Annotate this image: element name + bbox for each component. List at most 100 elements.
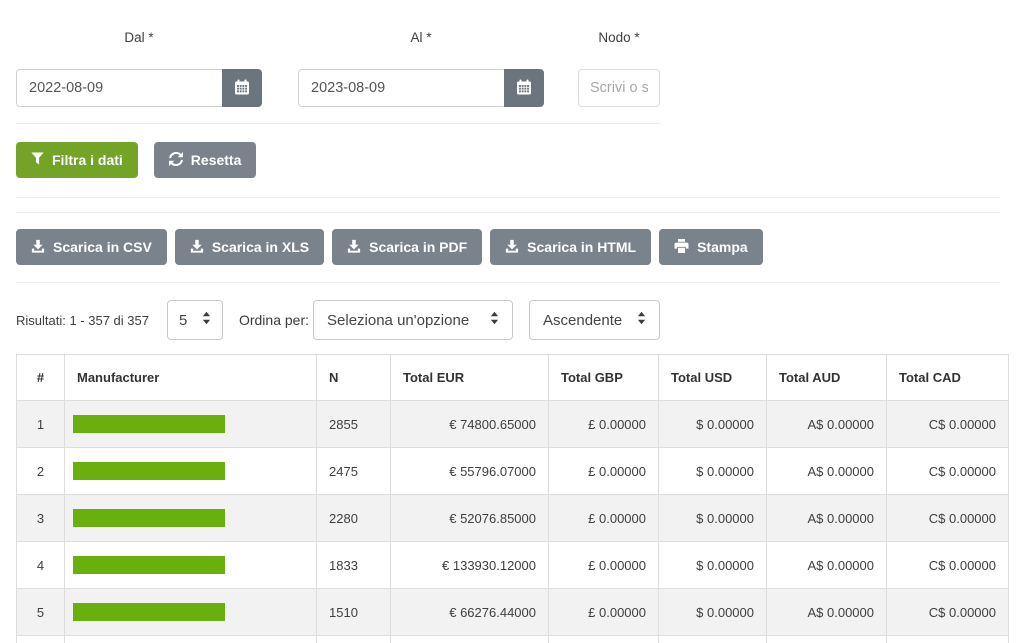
table-row: 3 2280 € 52076.85000 £ 0.00000 $ 0.00000… [16, 494, 1009, 542]
node-label: Nodo * [598, 30, 640, 45]
cell-index: 4 [16, 541, 65, 589]
print-icon [674, 238, 689, 256]
results-bar: Risultati: 1 - 357 di 357 5 Ordina per: … [16, 300, 1000, 340]
reset-button-label: Resetta [190, 152, 242, 168]
cell-total-aud: A$ 0.00000 [766, 400, 887, 448]
cell-total-eur: € 66276.44000 [390, 588, 549, 636]
cell-total-gbp: £ 0.00000 [548, 588, 659, 636]
cell-n: 2475 [316, 447, 391, 495]
page-size-select[interactable]: 5 [166, 300, 223, 340]
download-icon [347, 239, 361, 256]
cell-total-cad: C$ 0.00000 [886, 541, 1009, 589]
cell-total-cad: C$ 0.00000 [886, 494, 1009, 542]
print-button-label: Stampa [697, 239, 748, 255]
order-by-label: Ordina per: [238, 312, 310, 328]
cell-total-usd: $ 0.00000 [658, 494, 767, 542]
cell-n: 1833 [316, 541, 391, 589]
section-divider [16, 282, 1000, 283]
date-to-field: Al * [298, 30, 544, 107]
node-input[interactable] [578, 69, 660, 107]
cell-manufacturer [64, 635, 317, 643]
cell-total-usd: $ 0.00000 [658, 400, 767, 448]
download-csv-button[interactable]: Scarica in CSV [16, 229, 167, 265]
cell-total-gbp: £ 0.00000 [548, 400, 659, 448]
results-summary: Risultati: 1 - 357 di 357 [16, 312, 149, 328]
cell-total-cad [886, 635, 1009, 643]
date-from-field: Dal * [16, 30, 262, 107]
cell-index [16, 635, 65, 643]
export-toolbar: Scarica in CSV Scarica in XLS Scarica in… [16, 229, 1000, 265]
cell-manufacturer [64, 447, 317, 495]
date-from-calendar-button[interactable] [222, 69, 262, 107]
date-from-input[interactable] [16, 69, 222, 107]
date-to-calendar-button[interactable] [504, 69, 544, 107]
col-header-total-cad: Total CAD [886, 354, 1009, 401]
table-row-partial [16, 635, 1009, 643]
date-to-input[interactable] [298, 69, 504, 107]
print-button[interactable]: Stampa [659, 229, 763, 265]
order-direction-select[interactable]: Ascendente [529, 300, 661, 340]
cell-total-gbp [548, 635, 659, 643]
manufacturer-redaction-bar [73, 556, 225, 574]
download-icon [31, 239, 45, 256]
download-xls-button[interactable]: Scarica in XLS [174, 229, 325, 265]
download-html-label: Scarica in HTML [527, 239, 637, 255]
cell-total-usd: $ 0.00000 [658, 541, 767, 589]
calendar-icon [234, 79, 250, 98]
download-html-button[interactable]: Scarica in HTML [490, 229, 652, 265]
reset-button[interactable]: Resetta [153, 142, 257, 178]
download-pdf-button[interactable]: Scarica in PDF [332, 229, 483, 265]
filter-data-button[interactable]: Filtra i dati [16, 142, 138, 178]
date-from-input-group [16, 69, 262, 107]
manufacturer-redaction-bar [73, 509, 225, 527]
order-field-value: Seleziona un'opzione [327, 311, 470, 329]
col-header-index: # [16, 354, 65, 401]
download-pdf-label: Scarica in PDF [369, 239, 468, 255]
manufacturer-redaction-bar [73, 462, 225, 480]
cell-n: 2855 [316, 400, 391, 448]
download-icon [505, 239, 519, 256]
cell-total-eur: € 74800.65000 [390, 400, 549, 448]
filter-form: Dal * [16, 0, 660, 124]
cell-total-cad: C$ 0.00000 [886, 588, 1009, 636]
cell-total-eur [390, 635, 549, 643]
manufacturer-redaction-bar [73, 415, 225, 433]
page-size-value: 5 [178, 311, 188, 329]
cell-total-eur: € 52076.85000 [390, 494, 549, 542]
sort-arrows-icon [637, 311, 646, 329]
calendar-icon [516, 79, 532, 98]
cell-total-usd [658, 635, 767, 643]
col-header-manufacturer: Manufacturer [64, 354, 317, 401]
cell-total-usd: $ 0.00000 [658, 447, 767, 495]
order-field-select[interactable]: Seleziona un'opzione [313, 300, 514, 340]
sort-arrows-icon [490, 311, 499, 329]
cell-index: 3 [16, 494, 65, 542]
sort-arrows-icon [202, 311, 211, 329]
cell-index: 1 [16, 400, 65, 448]
cell-total-aud: A$ 0.00000 [766, 494, 887, 542]
cell-total-aud [766, 635, 887, 643]
col-header-total-gbp: Total GBP [548, 354, 659, 401]
section-divider [16, 197, 1000, 213]
date-to-label: Al * [410, 30, 432, 45]
date-to-input-group [298, 69, 544, 107]
cell-index: 5 [16, 588, 65, 636]
refresh-icon [168, 151, 183, 169]
cell-n: 2280 [316, 494, 391, 542]
cell-total-gbp: £ 0.00000 [548, 541, 659, 589]
col-header-total-eur: Total EUR [390, 354, 549, 401]
col-header-total-aud: Total AUD [766, 354, 887, 401]
cell-manufacturer [64, 588, 317, 636]
cell-manufacturer [64, 400, 317, 448]
table-row: 4 1833 € 133930.12000 £ 0.00000 $ 0.0000… [16, 541, 1009, 589]
cell-total-aud: A$ 0.00000 [766, 541, 887, 589]
results-table: # Manufacturer N Total EUR Total GBP Tot… [16, 354, 1009, 643]
cell-total-cad: C$ 0.00000 [886, 447, 1009, 495]
cell-total-eur: € 55796.07000 [390, 447, 549, 495]
order-direction-value: Ascendente [543, 311, 623, 329]
filter-actions: Filtra i dati Resetta [16, 142, 1000, 178]
filter-data-button-label: Filtra i dati [52, 152, 123, 168]
col-header-total-usd: Total USD [658, 354, 767, 401]
download-csv-label: Scarica in CSV [53, 239, 152, 255]
download-icon [190, 239, 204, 256]
